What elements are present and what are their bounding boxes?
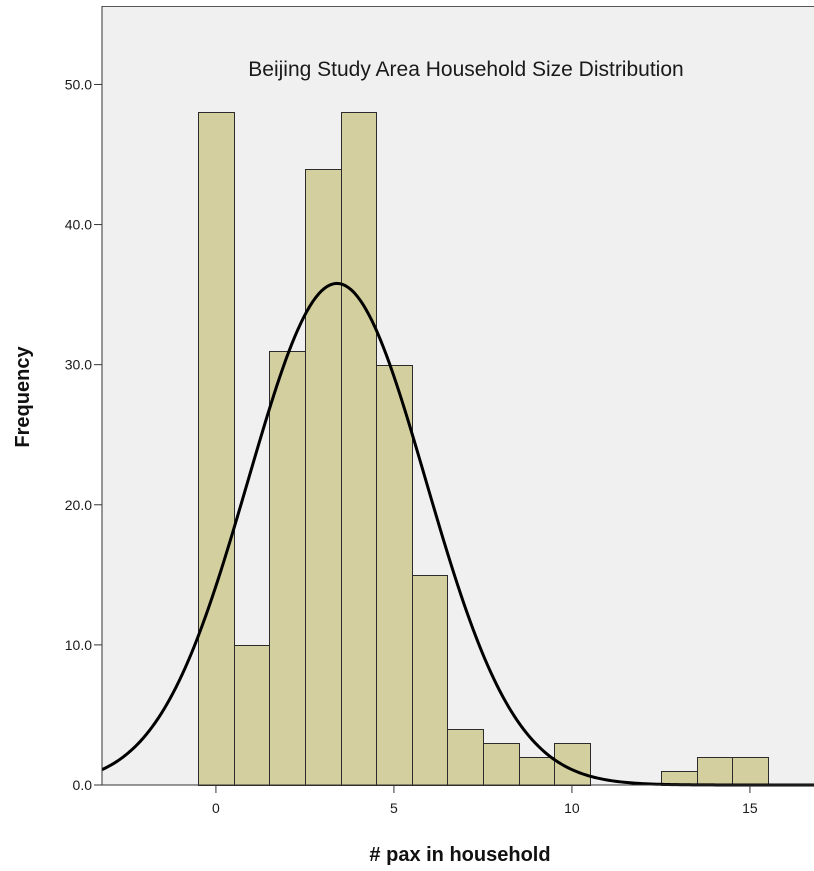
y-tick-label: 0.0 [73,777,93,793]
y-tick-label: 30.0 [65,357,92,373]
bar-2 [269,351,306,786]
bar-14 [697,757,733,786]
bar-1 [234,645,270,786]
chart-title: Beijing Study Area Household Size Distri… [248,58,683,81]
bar-5 [376,365,413,786]
y-tick-label: 10.0 [65,637,92,653]
x-tick-label: 15 [742,800,758,816]
x-tick-group: 0 5 10 15 [212,785,758,816]
bar-6 [412,575,448,786]
y-tick-label: 40.0 [65,217,92,233]
x-tick-label: 0 [212,800,220,816]
bar-9 [519,757,555,786]
bar-8 [483,743,520,786]
bar-7 [447,729,484,786]
y-tick-label: 50.0 [65,76,92,92]
bar-0 [198,112,235,786]
x-tick-label: 5 [390,800,398,816]
y-axis-label: Frequency [12,346,34,448]
y-tick-group: 0.0 10.0 20.0 30.0 40.0 50.0 [65,76,102,793]
y-tick-label: 20.0 [65,497,92,513]
bar-group [198,112,769,786]
x-tick-label: 10 [564,800,580,816]
bar-4 [341,112,377,786]
bar-15 [732,757,769,786]
x-axis-label: # pax in household [369,844,550,866]
bar-3 [305,169,342,786]
